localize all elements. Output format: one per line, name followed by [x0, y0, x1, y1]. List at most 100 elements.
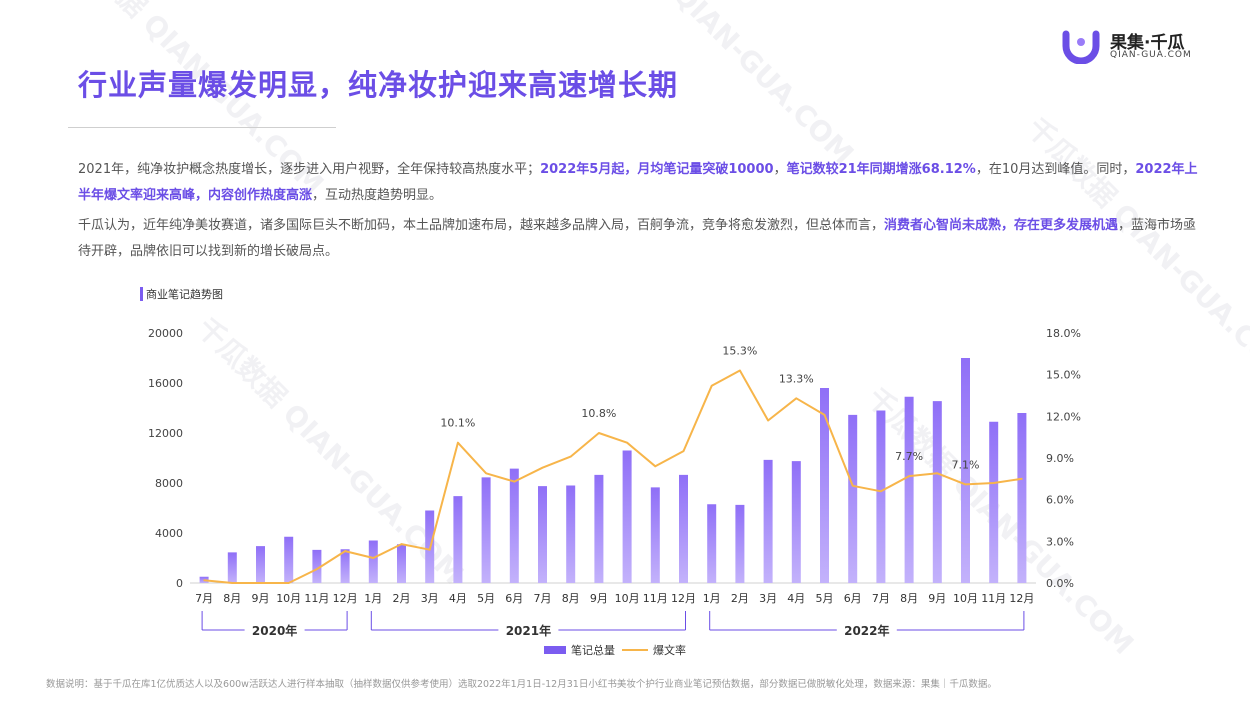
bar — [1017, 413, 1027, 583]
y-left-tick-label: 4000 — [155, 527, 183, 540]
y-left-tick-label: 12000 — [148, 427, 183, 440]
data-footnote: 数据说明：基于千瓜在库1亿优质达人以及600w活跃达人进行样本抽取（抽样数据仅供… — [46, 679, 997, 690]
bar — [932, 401, 942, 583]
year-label: 2021年 — [506, 623, 551, 638]
bar — [509, 468, 519, 583]
x-tick-label: 2月 — [731, 592, 749, 605]
bar — [904, 396, 914, 583]
legend-bar-swatch — [544, 646, 566, 654]
bar — [820, 388, 829, 583]
legend-label: 笔记总量 — [571, 643, 615, 657]
logo-name: 果集·千瓜 — [1110, 33, 1185, 53]
y-right-tick-label: 0.0% — [1046, 577, 1074, 590]
bar — [481, 477, 491, 583]
x-tick-label: 10月 — [953, 592, 978, 605]
y-left-tick-label: 20000 — [148, 327, 183, 340]
line-point — [992, 482, 995, 484]
x-tick-label: 11月 — [304, 592, 329, 605]
summary-paragraph-2: 千瓜认为，近年纯净美妆赛道，诸多国际巨头不断加码，本土品牌加速布局，越来越多品牌… — [78, 213, 1208, 265]
x-tick-label: 9月 — [252, 592, 270, 605]
x-tick-label: 11月 — [643, 592, 668, 605]
line-point — [851, 484, 854, 487]
line-point — [654, 465, 657, 468]
highlight: 笔记数较21年同期增涨68.12% — [786, 162, 976, 177]
highlight: 2022年上半年爆文率迎来高峰，内容创作热度高涨 — [78, 162, 1198, 203]
data-label: 7.7% — [895, 450, 923, 463]
y-right-tick-label: 12.0% — [1046, 410, 1081, 423]
y-left-tick-label: 8000 — [155, 477, 183, 490]
chart-title-marker — [140, 287, 143, 301]
x-tick-label: 10月 — [615, 592, 640, 605]
bar — [848, 414, 858, 583]
bar — [284, 536, 294, 583]
bar — [368, 540, 378, 583]
legend-label: 爆文率 — [653, 643, 686, 657]
x-tick-label: 12月 — [333, 592, 358, 605]
bar — [256, 546, 265, 583]
bar — [566, 485, 576, 583]
line-point — [400, 543, 403, 545]
line-point — [626, 441, 628, 444]
chart-title: 商业笔记趋势图 — [146, 288, 223, 301]
x-tick-label: 8月 — [223, 592, 241, 605]
data-label: 10.8% — [581, 407, 616, 420]
y-left-tick-label: 0 — [176, 577, 183, 590]
year-label: 2020年 — [252, 623, 297, 638]
x-tick-label: 7月 — [195, 592, 213, 605]
x-tick-label: 1月 — [703, 592, 721, 605]
text: ，蓝海市场亟待开辟，品牌依旧可以找到新的增长破局点。 — [78, 218, 1197, 259]
bar — [679, 474, 688, 583]
x-tick-label: 8月 — [562, 592, 580, 605]
data-label: 7.1% — [952, 458, 980, 471]
bar — [876, 410, 886, 583]
bar — [622, 450, 632, 583]
bar — [312, 549, 322, 583]
line-point — [372, 557, 375, 559]
line-point — [682, 450, 685, 452]
line-point — [541, 466, 544, 469]
line-point — [964, 483, 967, 486]
x-tick-label: 11月 — [981, 592, 1006, 605]
x-tick-label: 5月 — [816, 592, 834, 605]
line-point — [231, 582, 234, 584]
line-point — [513, 480, 516, 483]
y-right-tick-label: 3.0% — [1046, 535, 1074, 548]
x-tick-label: 6月 — [505, 592, 523, 605]
x-tick-label: 8月 — [900, 592, 918, 605]
bar — [594, 474, 604, 583]
x-tick-label: 7月 — [872, 592, 890, 605]
bar — [961, 358, 970, 583]
summary-paragraph-1: 2021年，纯净妆护概念热度增长，逐步进入用户视野，全年保持较高热度水平；202… — [78, 157, 1208, 209]
line-point — [1021, 478, 1023, 480]
line-point — [908, 475, 910, 477]
line-point — [598, 432, 600, 434]
brand-logo: 果集·千瓜 QIAN-GUA.COM — [1060, 26, 1220, 66]
bar — [650, 487, 660, 583]
x-tick-label: 5月 — [477, 592, 495, 605]
line-point — [795, 397, 798, 400]
logo-icon — [1062, 30, 1100, 64]
line-point — [457, 441, 459, 444]
title-divider — [68, 127, 336, 128]
bar — [707, 504, 717, 583]
bar — [735, 504, 745, 583]
text: 千瓜认为，近年纯净美妆赛道，诸多国际巨头不断加码，本土品牌加速布局，越来越多品牌… — [78, 218, 885, 233]
line-point — [823, 414, 826, 416]
line-series-bao-wen-lv — [204, 369, 1023, 584]
text: ，在10月达到峰值。同时， — [975, 162, 1136, 177]
line-point — [880, 490, 882, 493]
line-point — [710, 384, 713, 387]
x-tick-label: 1月 — [364, 592, 382, 605]
bar — [989, 421, 999, 583]
line-point — [485, 472, 487, 475]
page-title: 行业声量爆发明显，纯净妆护迎来高速增长期 — [78, 68, 679, 102]
line-point — [316, 568, 318, 570]
line-point — [203, 579, 205, 582]
text: ， — [773, 162, 787, 177]
x-tick-label: 2月 — [393, 592, 411, 605]
line-point — [739, 369, 741, 372]
line-point — [344, 550, 346, 552]
logo-url: QIAN-GUA.COM — [1110, 50, 1192, 60]
x-tick-label: 6月 — [844, 592, 862, 605]
